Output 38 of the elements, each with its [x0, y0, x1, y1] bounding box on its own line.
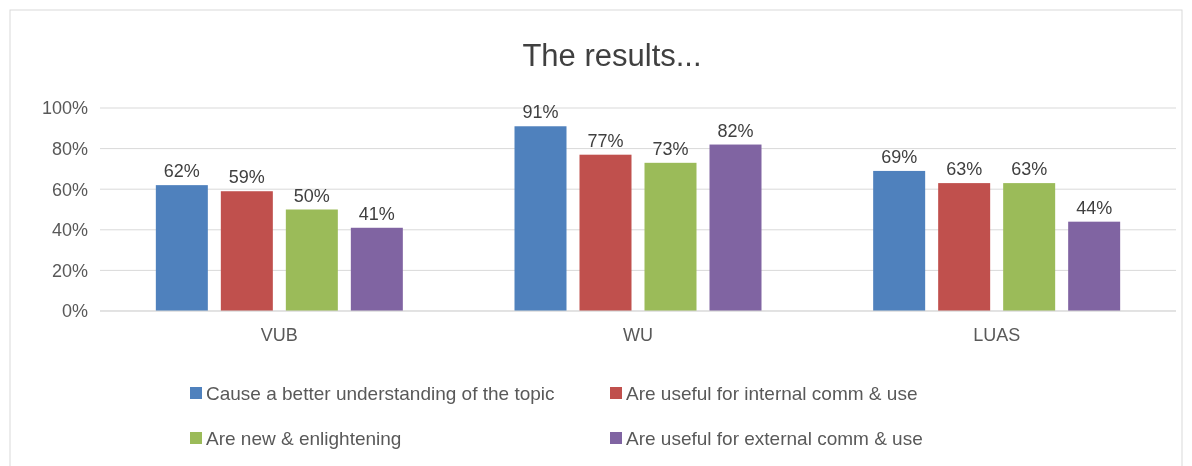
bar: [220, 191, 273, 311]
y-tick-label: 100%: [41, 98, 88, 119]
data-label: 59%: [228, 167, 265, 188]
bar: [514, 126, 567, 311]
data-label: 63%: [946, 159, 983, 180]
bar: [350, 227, 403, 311]
x-tick-label: WU: [623, 325, 653, 345]
y-tick-label: 60%: [51, 179, 88, 200]
data-label: 77%: [587, 130, 624, 151]
bar: [155, 185, 208, 311]
y-tick-label: 0%: [61, 301, 88, 322]
x-tick-label: VUB: [260, 325, 298, 345]
legend-label: Cause a better understanding of the topic: [206, 382, 555, 404]
legend-label: Are new & enlightening: [206, 427, 402, 449]
data-label: 82%: [717, 120, 754, 141]
bar: [644, 162, 697, 311]
data-label: 63%: [1011, 159, 1048, 180]
x-tick-label: LUAS: [973, 325, 1021, 345]
data-label: 62%: [163, 161, 200, 182]
legend-label: Are useful for internal comm & use: [626, 382, 918, 404]
data-label: 41%: [358, 203, 395, 224]
bar: [709, 144, 762, 311]
data-label: 69%: [881, 146, 918, 167]
bar: [873, 170, 926, 311]
y-tick-label: 40%: [51, 220, 88, 241]
data-label: 44%: [1076, 197, 1113, 218]
bar: [1003, 183, 1056, 311]
y-tick-label: 20%: [51, 260, 88, 281]
data-label: 91%: [522, 102, 559, 123]
y-tick-label: 80%: [51, 138, 88, 159]
bar: [1068, 221, 1121, 311]
legend-label: Are useful for external comm & use: [626, 427, 923, 449]
bar: [938, 183, 991, 311]
bar: [579, 154, 632, 311]
data-label: 50%: [293, 185, 330, 206]
bar: [285, 209, 338, 311]
data-label: 73%: [652, 138, 689, 159]
chart-title: The results...: [522, 38, 702, 73]
